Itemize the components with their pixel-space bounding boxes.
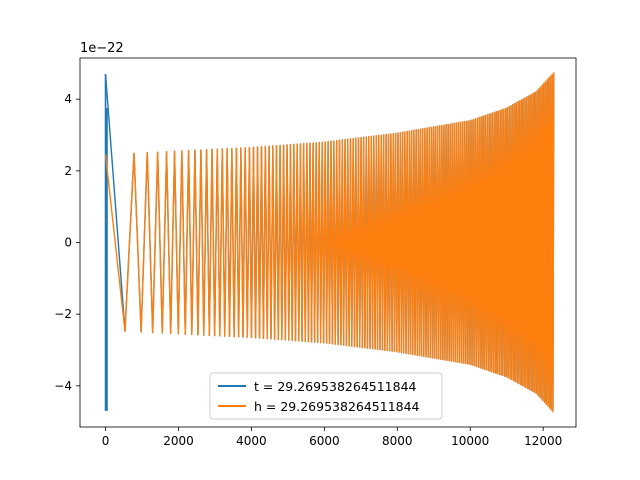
- y-tick-label: 2: [64, 164, 72, 178]
- y-tick-label: 4: [64, 92, 72, 106]
- x-tick-label: 0: [102, 434, 110, 448]
- y-tick-label: −2: [54, 307, 72, 321]
- legend: t = 29.269538264511844 h = 29.26953826451…: [209, 372, 443, 420]
- axes: 0 2000 4000 6000 8000 10000 12000 −4 −2 0 2 4: [54, 57, 577, 448]
- x-tick-label: 6000: [309, 434, 340, 448]
- series-1-start-spike: [104, 74, 108, 411]
- legend-label-2: h = 29.269538264511844: [254, 399, 420, 414]
- y-offset-label: 1e−22: [80, 41, 124, 56]
- y-tick-label: 0: [64, 236, 72, 250]
- x-tick-label: 8000: [382, 434, 413, 448]
- x-tick-label: 12000: [524, 434, 562, 448]
- legend-label-1: t = 29.269538264511844: [254, 379, 417, 394]
- plot-area: [104, 72, 555, 413]
- x-tick-label: 4000: [236, 434, 267, 448]
- legend-box: [209, 372, 443, 420]
- x-tick-label: 2000: [163, 434, 194, 448]
- series-line-2: [104, 72, 555, 413]
- y-tick-label: −4: [54, 379, 72, 393]
- x-tick-label: 10000: [451, 434, 489, 448]
